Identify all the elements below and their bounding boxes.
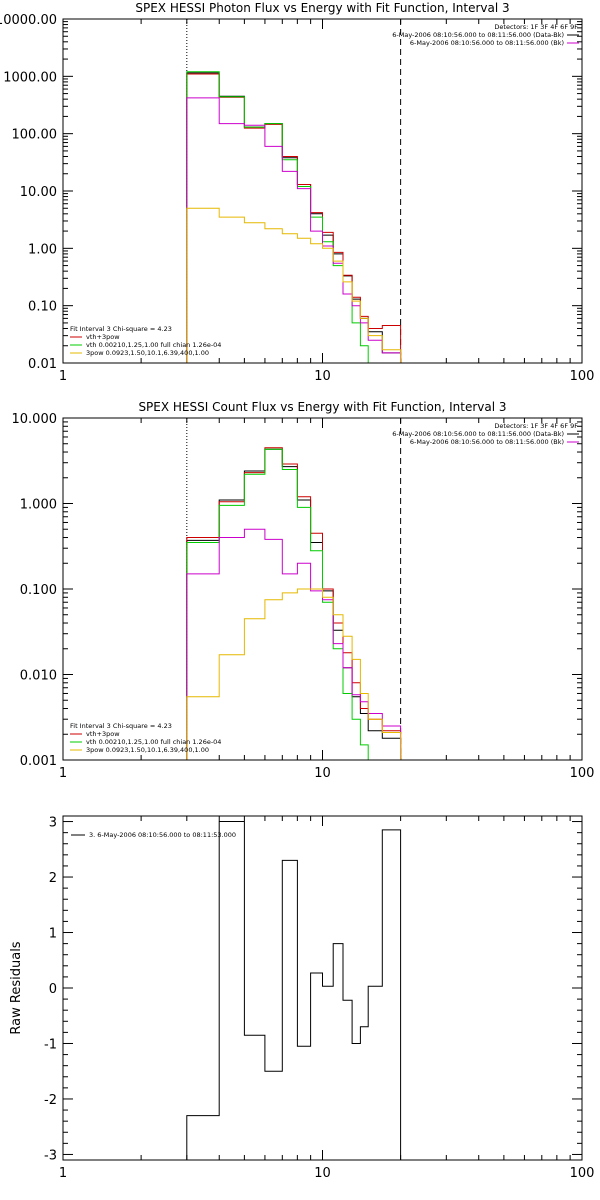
y-tick-label: 1.000 [20,498,57,513]
legend-entry: vth+3pow [86,333,120,341]
y-tick-label: 0.10 [28,300,57,315]
x-tick-label: 100 [570,369,595,384]
x-tick-label: 10 [314,1166,331,1181]
legend-entry: Detectors: 1F 3F 4F 6F 9F [494,23,578,31]
series-group [186,71,402,363]
y-tick-label: 0.100 [20,583,57,598]
legend-entry: 3pow 0.0923,1.50,10.1,6.39,400,1.00 [86,746,209,754]
series-group [186,447,402,760]
y-tick-label: -2 [44,1093,57,1108]
y-tick-label: 10.000 [12,412,58,427]
legend-entry: Fit Interval 3 Chi-square = 4.23 [70,722,172,730]
y-tick-label: 1 [49,927,57,942]
legend-entry: Detectors: 1F 3F 4F 6F 9F [494,422,578,430]
x-tick-label: 1 [59,766,67,781]
y-tick-label: -1 [44,1037,57,1052]
panel-3: Raw Residuals 1 10 100 -3 -2 -1 0 1 2 3 3. 6-May-20… [9,815,595,1181]
x-tick-label: 1 [59,369,67,384]
series-5-line [186,207,402,363]
y-tick-label: 3 [49,816,57,831]
legend-entry: 3. 6-May-2006 08:10:56.000 to 08:11:53.0… [89,831,236,839]
x-tick-label: 1 [59,1166,67,1181]
y-tick-label: 0.010 [20,669,57,684]
series-1-line [186,821,402,1160]
legend-entry: 6-May-2006 08:10:56.000 to 08:11:56.000 … [410,438,564,446]
plot-frame [62,417,583,761]
legend-entry: 6-May-2006 08:10:56.000 to 08:11:56.000 … [392,31,564,39]
plot-frame [62,815,583,1161]
series-5-line [186,588,402,760]
y-tick-label: 10.00 [20,185,57,200]
y-tick-label: 0.01 [28,357,57,372]
x-tick-label: 100 [570,1166,595,1181]
y-tick-label: 0 [49,982,57,997]
y-tick-label: 10000.00 [0,13,57,28]
y-tick-label: 0.001 [20,754,57,769]
x-tick-label: 100 [570,766,595,781]
legend-entry: 6-May-2006 08:10:56.000 to 08:11:56.000 … [392,430,564,438]
series-3-line [186,448,376,760]
chart-title: SPEX HESSI Count Flux vs Energy with Fit… [138,400,506,414]
y-tick-label: 100.00 [12,128,58,143]
y-tick-label: 1000.00 [3,70,57,85]
chart-title: SPEX HESSI Photon Flux vs Energy with Fi… [135,1,509,15]
legend-entry: vth 0.00210,1.25,1.00 full chian 1.26e-0… [86,341,221,349]
legend-entry: Fit Interval 3 Chi-square = 4.23 [70,325,172,333]
legend-entry: vth+3pow [86,730,120,738]
legend-entry: vth 0.00210,1.25,1.00 full chian 1.26e-0… [86,738,221,746]
legend-entry: 6-May-2006 08:10:56.000 to 08:11:56.000 … [410,39,564,47]
series-group [186,821,402,1160]
y-tick-label: -3 [44,1148,57,1163]
y-tick-label: 2 [49,871,57,886]
panel-1: SPEX HESSI Photon Flux vs Energy with Fi… [0,1,594,384]
plot-frame [62,18,583,364]
y-axis-label: Raw Residuals [9,941,24,1034]
panel-2: SPEX HESSI Count Flux vs Energy with Fit… [12,400,595,781]
y-tick-label: 1.00 [28,242,57,257]
x-tick-label: 10 [314,766,331,781]
x-tick-label: 10 [314,369,331,384]
legend-entry: 3pow 0.0923,1.50,10.1,6.39,400,1.00 [86,349,209,357]
